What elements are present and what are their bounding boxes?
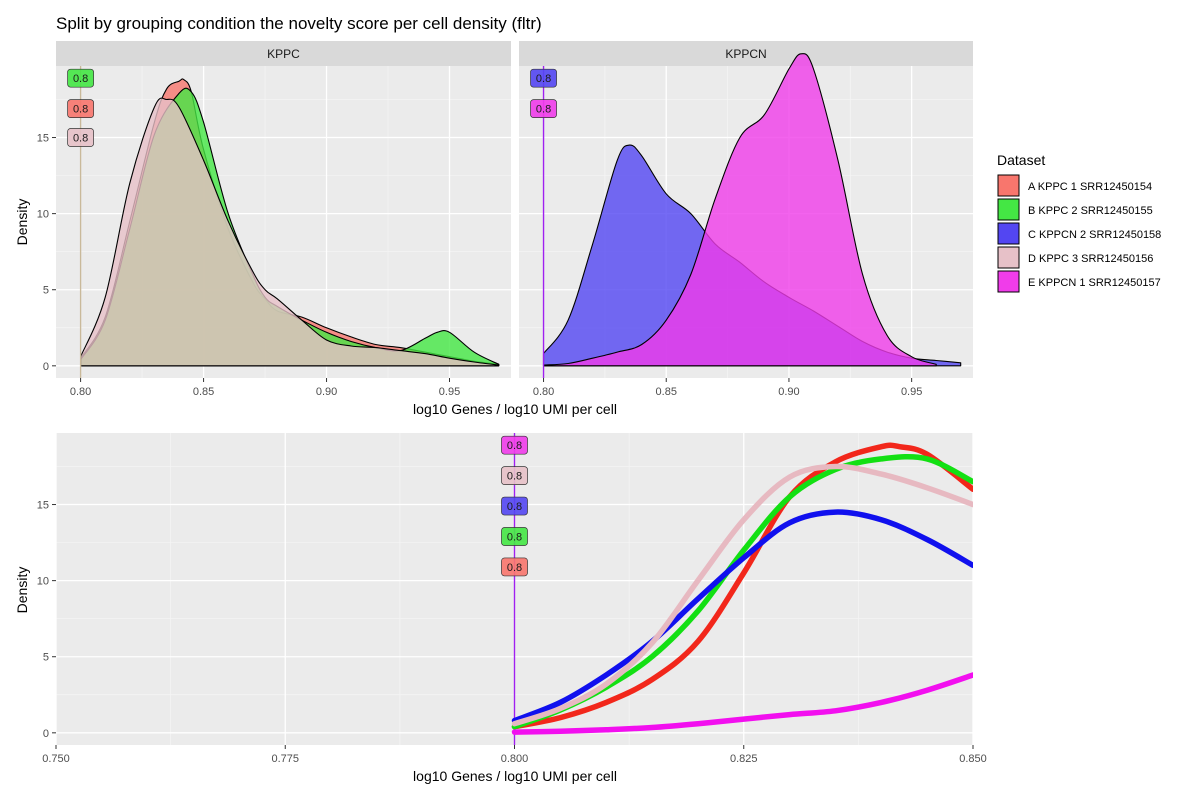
x-tick-label: 0.95 <box>901 386 922 398</box>
threshold-label-text: 0.8 <box>73 104 88 116</box>
legend-label: C KPPCN 2 SRR12450158 <box>1028 229 1161 241</box>
threshold-label-text: 0.8 <box>507 562 522 574</box>
threshold-label-text: 0.8 <box>507 531 522 543</box>
y-tick-label: 10 <box>37 209 49 221</box>
x-tick-label: 0.850 <box>959 753 987 765</box>
threshold-label-text: 0.8 <box>73 73 88 85</box>
chart-title: Split by grouping condition the novelty … <box>56 14 542 33</box>
threshold-label-box <box>501 435 528 455</box>
legend-label: E KPPCN 1 SRR12450157 <box>1028 277 1161 289</box>
facet-strip-label: KPPCN <box>725 47 766 61</box>
x-tick-label: 0.85 <box>656 386 677 398</box>
x-tick-label: 0.775 <box>271 753 299 765</box>
density-area-series-2 <box>542 53 937 367</box>
x-tick-label: 0.800 <box>501 753 529 765</box>
x-tick-label: 0.90 <box>316 386 337 398</box>
x-tick-label: 0.750 <box>42 753 70 765</box>
threshold-label-box <box>501 466 528 485</box>
legend-item: B KPPC 2 SRR12450155 <box>997 198 1153 221</box>
threshold-label-text: 0.8 <box>536 73 551 85</box>
threshold-label-box <box>501 496 528 516</box>
y-tick-label: 5 <box>43 285 49 297</box>
legend-swatch <box>997 222 1020 245</box>
threshold-label-box <box>67 68 94 88</box>
y-tick-label: 15 <box>37 133 49 145</box>
x-tick-label: 0.90 <box>778 386 799 398</box>
threshold-label-box <box>530 68 557 88</box>
y-axis-title: Density <box>14 567 30 614</box>
threshold-label: 0.8 <box>67 68 94 88</box>
legend-title: Dataset <box>997 152 1045 168</box>
legend-label: A KPPC 1 SRR12450154 <box>1028 181 1152 193</box>
x-tick-label: 0.825 <box>730 753 758 765</box>
legend-swatch <box>997 174 1020 197</box>
legend-label: D KPPC 3 SRR12450156 <box>1028 253 1153 265</box>
density-line-series-3 <box>511 509 973 724</box>
legend-swatch <box>997 198 1020 221</box>
threshold-label: 0.8 <box>501 496 528 516</box>
threshold-label: 0.8 <box>501 466 528 485</box>
bottom-zoom-chart: 0.8 0.8 0.8 0.8 0.8 0.750 0.775 0.800 0.825 0.850… <box>14 433 987 784</box>
x-tick-label: 0.95 <box>439 386 460 398</box>
threshold-label: 0.8 <box>67 99 94 118</box>
y-axis-title: Density <box>14 199 30 246</box>
density-area-series-3 <box>80 97 500 367</box>
facet-strip <box>519 41 973 66</box>
legend-item: A KPPC 1 SRR12450154 <box>997 174 1152 197</box>
panel-kppc: KPPC 0.8 0.8 0.8 0.80 0.85 0.90 0.95 <box>56 41 511 398</box>
legend-item: D KPPC 3 SRR12450156 <box>997 246 1153 269</box>
threshold-label: 0.8 <box>67 128 94 147</box>
threshold-label: 0.8 <box>530 68 557 88</box>
threshold-label: 0.8 <box>501 527 528 546</box>
density-line-series-4 <box>511 463 973 727</box>
threshold-label-box <box>67 99 94 118</box>
threshold-label-text: 0.8 <box>73 133 88 145</box>
threshold-label-box <box>501 527 528 546</box>
facet-strip <box>56 41 511 66</box>
x-axis-title: log10 Genes / log10 UMI per cell <box>413 401 617 417</box>
threshold-label-text: 0.8 <box>536 104 551 116</box>
threshold-label-box <box>530 99 557 118</box>
threshold-label: 0.8 <box>501 557 528 577</box>
y-tick-label: 10 <box>37 576 49 588</box>
threshold-label: 0.8 <box>530 99 557 118</box>
density-line-series-5 <box>511 672 973 735</box>
y-tick-label: 0 <box>43 361 49 373</box>
threshold-label-text: 0.8 <box>507 471 522 483</box>
threshold-label-box <box>67 128 94 147</box>
x-tick-label: 0.85 <box>193 386 214 398</box>
panel-kppcn: KPPCN 0.8 0.8 0.80 0.85 0.90 0.95 <box>519 41 973 398</box>
legend-swatch <box>997 246 1020 269</box>
legend-item: E KPPCN 1 SRR12450157 <box>997 270 1161 293</box>
threshold-label: 0.8 <box>501 435 528 455</box>
threshold-label-box <box>501 557 528 577</box>
x-tick-label: 0.80 <box>533 386 554 398</box>
facet-strip-label: KPPC <box>267 47 300 61</box>
y-tick-label: 0 <box>43 728 49 740</box>
threshold-label-text: 0.8 <box>507 440 522 452</box>
threshold-label-text: 0.8 <box>507 501 522 513</box>
x-tick-label: 0.80 <box>70 386 91 398</box>
legend-item: C KPPCN 2 SRR12450158 <box>997 222 1161 245</box>
legend-label: B KPPC 2 SRR12450155 <box>1028 205 1153 217</box>
x-axis-title: log10 Genes / log10 UMI per cell <box>413 768 617 784</box>
y-tick-label: 5 <box>43 652 49 664</box>
legend-swatch <box>997 270 1020 293</box>
y-tick-label: 15 <box>37 500 49 512</box>
legend: Dataset A KPPC 1 SRR12450154 B KPPC 2 SRR… <box>997 152 1161 293</box>
